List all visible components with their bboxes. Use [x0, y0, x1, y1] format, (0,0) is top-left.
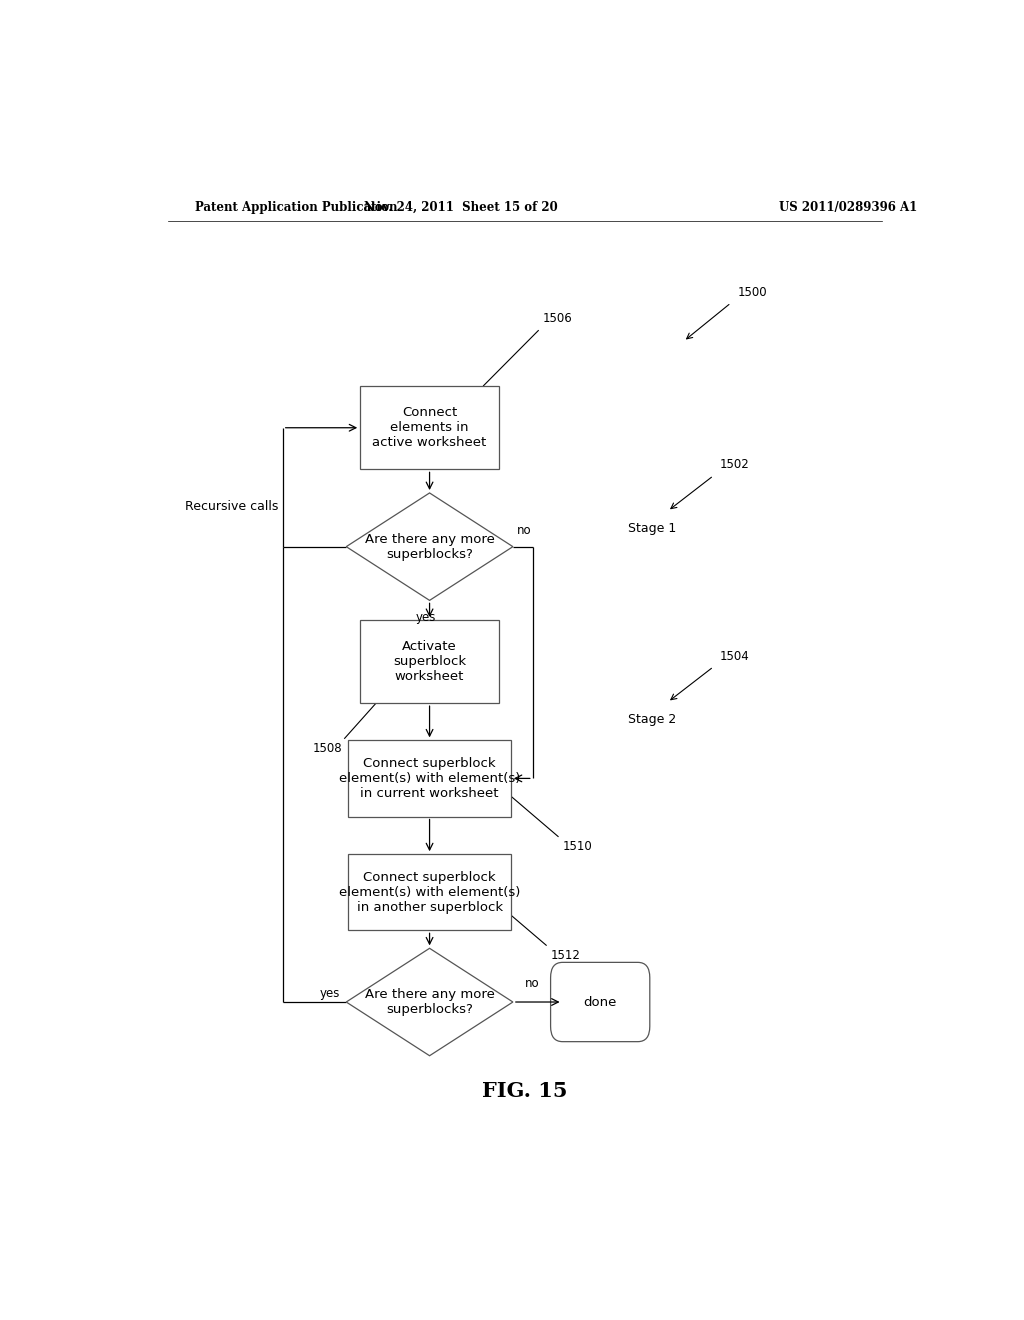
Text: yes: yes	[319, 987, 340, 1001]
Bar	[348, 741, 511, 817]
Text: Stage 1: Stage 1	[628, 523, 676, 536]
Text: 1512: 1512	[551, 949, 581, 962]
Text: Are there any more
superblocks?: Are there any more superblocks?	[365, 533, 495, 561]
Text: Connect
elements in
active worksheet: Connect elements in active worksheet	[373, 407, 486, 449]
Text: 1504: 1504	[719, 649, 749, 663]
Text: 1502: 1502	[719, 458, 749, 471]
Text: US 2011/0289396 A1: US 2011/0289396 A1	[778, 201, 918, 214]
Text: Patent Application Publication: Patent Application Publication	[196, 201, 398, 214]
Text: FIG. 15: FIG. 15	[482, 1081, 567, 1101]
Text: no: no	[517, 524, 531, 536]
Text: no: no	[524, 977, 540, 990]
Bar	[348, 854, 511, 931]
Text: 1506: 1506	[543, 312, 572, 325]
Text: yes: yes	[416, 611, 436, 623]
Text: 1508: 1508	[313, 742, 343, 755]
Text: Connect superblock
element(s) with element(s)
in current worksheet: Connect superblock element(s) with eleme…	[339, 756, 520, 800]
Polygon shape	[346, 948, 513, 1056]
Text: Nov. 24, 2011  Sheet 15 of 20: Nov. 24, 2011 Sheet 15 of 20	[365, 201, 558, 214]
Polygon shape	[346, 492, 513, 601]
Text: Recursive calls: Recursive calls	[185, 499, 279, 512]
Bar	[360, 620, 499, 704]
Text: Are there any more
superblocks?: Are there any more superblocks?	[365, 987, 495, 1016]
Text: Activate
superblock
worksheet: Activate superblock worksheet	[393, 640, 466, 682]
Text: 1500: 1500	[737, 285, 767, 298]
Text: Connect superblock
element(s) with element(s)
in another superblock: Connect superblock element(s) with eleme…	[339, 871, 520, 913]
Text: done: done	[584, 995, 616, 1008]
Bar	[360, 385, 499, 470]
Text: 1510: 1510	[562, 840, 592, 853]
Text: Stage 2: Stage 2	[628, 713, 676, 726]
FancyBboxPatch shape	[551, 962, 650, 1041]
